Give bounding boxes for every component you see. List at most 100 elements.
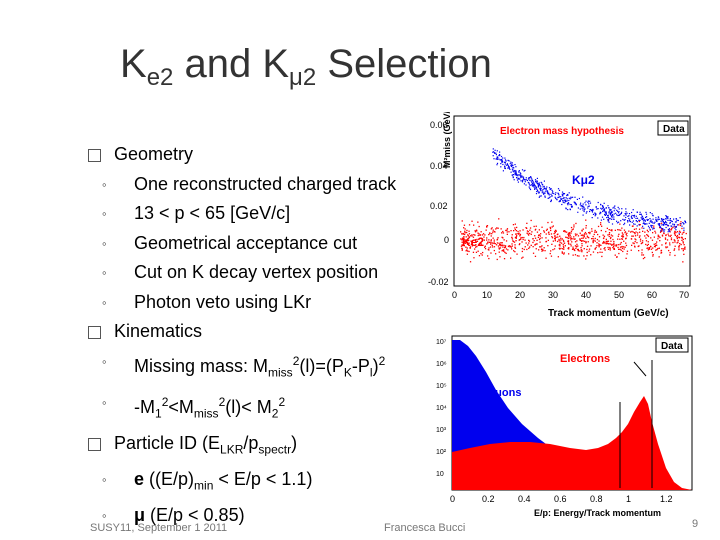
scatter-point-ke2	[526, 248, 528, 251]
scatter-point-ke2	[679, 243, 681, 245]
scatter-point-ke2	[633, 232, 636, 234]
scatter-point-kmu2	[671, 220, 673, 223]
scatter-point-kmu2	[645, 216, 647, 218]
scatter-point-kmu2	[568, 197, 570, 199]
scatter-point-ke2	[496, 227, 498, 229]
scatter-point-kmu2	[675, 226, 677, 228]
scatter-point-ke2	[529, 229, 531, 231]
sub-bullet: ◦ Geometrical acceptance cut	[88, 229, 396, 259]
scatter-point-kmu2	[587, 200, 589, 202]
scatter-point-ke2	[495, 228, 497, 230]
scatter-point-kmu2	[518, 170, 520, 172]
scatter-point-kmu2	[611, 214, 614, 216]
bullet-particle-id: Particle ID (ELKR/pspectr)	[88, 429, 396, 465]
scatter-point-ke2	[552, 225, 554, 227]
scatter-point-kmu2	[530, 176, 532, 178]
scatter-point-kmu2	[541, 192, 543, 194]
scatter-point-ke2	[597, 252, 599, 254]
scatter-point-ke2	[461, 241, 463, 243]
scatter-point-ke2	[488, 241, 491, 243]
scatter-point-kmu2	[616, 214, 618, 216]
scatter-point-ke2	[600, 244, 602, 246]
scatter-point-kmu2	[665, 215, 667, 217]
scatter-point-ke2	[630, 249, 632, 251]
scatter-point-kmu2	[546, 186, 548, 188]
scatter-point-kmu2	[506, 163, 508, 165]
scatter-point-ke2	[569, 234, 571, 236]
scatter-point-ke2	[612, 246, 614, 249]
scatter-point-kmu2	[578, 197, 580, 200]
scatter-point-ke2	[669, 244, 671, 246]
scatter-point-ke2	[590, 254, 592, 256]
y-tick-label: 0.04	[430, 161, 448, 171]
scatter-point-kmu2	[567, 209, 569, 211]
scatter-point-ke2	[681, 236, 683, 238]
scatter-point-ke2	[567, 241, 570, 243]
scatter-point-ke2	[647, 243, 649, 246]
scatter-point-ke2	[653, 227, 655, 229]
scatter-point-ke2	[560, 242, 563, 244]
scatter-point-kmu2	[674, 227, 676, 229]
scatter-point-ke2	[476, 230, 478, 232]
scatter-point-kmu2	[502, 170, 504, 172]
scatter-point-kmu2	[643, 227, 645, 229]
scatter-point-kmu2	[631, 211, 633, 214]
scatter-point-ke2	[631, 230, 633, 233]
scatter-point-ke2	[469, 247, 471, 249]
scatter-point-ke2	[633, 228, 636, 230]
scatter-point-kmu2	[580, 205, 582, 207]
scatter-point-ke2	[586, 235, 588, 237]
scatter-point-kmu2	[504, 159, 507, 161]
scatter-point-ke2	[468, 250, 470, 253]
scatter-point-ke2	[466, 239, 468, 241]
scatter-point-ke2	[683, 244, 685, 246]
scatter-point-ke2	[614, 229, 616, 231]
scatter-point-ke2	[632, 225, 634, 227]
scatter-point-ke2	[621, 238, 623, 240]
scatter-point-ke2	[560, 239, 562, 241]
scatter-point-ke2	[476, 245, 478, 248]
scatter-point-kmu2	[607, 205, 609, 207]
scatter-point-ke2	[463, 236, 465, 238]
scatter-point-kmu2	[496, 158, 498, 160]
electrons-histogram	[452, 396, 692, 490]
scatter-point-ke2	[657, 247, 659, 250]
scatter-point-kmu2	[561, 203, 563, 206]
scatter-point-ke2	[642, 230, 644, 232]
scatter-point-ke2	[621, 247, 624, 250]
scatter-point-ke2	[486, 237, 488, 239]
scatter-point-ke2	[558, 247, 560, 249]
scatter-point-kmu2	[581, 204, 583, 207]
scatter-point-ke2	[682, 242, 684, 244]
scatter-point-kmu2	[595, 206, 597, 208]
scatter-point-kmu2	[531, 178, 533, 180]
scatter-point-kmu2	[642, 217, 644, 219]
scatter-point-kmu2	[608, 218, 610, 220]
scatter-point-kmu2	[508, 167, 510, 169]
plot-frame	[453, 115, 691, 287]
scatter-point-kmu2	[633, 214, 636, 216]
scatter-point-kmu2	[563, 200, 565, 202]
scatter-point-kmu2	[513, 179, 515, 181]
scatter-point-ke2	[571, 248, 574, 250]
scatter-point-ke2	[625, 242, 627, 244]
scatter-point-ke2	[682, 261, 684, 263]
scatter-point-ke2	[472, 236, 475, 238]
scatter-point-ke2	[471, 234, 473, 236]
scatter-point-kmu2	[545, 191, 547, 193]
scatter-point-ke2	[598, 243, 600, 245]
scatter-point-ke2	[598, 246, 600, 248]
scatter-point-ke2	[592, 241, 594, 243]
scatter-point-ke2	[549, 227, 552, 230]
scatter-point-ke2	[493, 246, 496, 248]
scatter-point-kmu2	[558, 189, 561, 191]
scatter-point-ke2	[665, 234, 667, 237]
scatter-point-ke2	[586, 255, 588, 257]
scatter-point-ke2	[676, 237, 678, 240]
bullet-kinematics: Kinematics	[88, 317, 396, 347]
scatter-point-kmu2	[520, 180, 522, 182]
y-axis-label: M²miss (GeV/c²)²	[442, 112, 452, 168]
scatter-point-kmu2	[495, 152, 497, 154]
scatter-point-kmu2	[605, 212, 607, 215]
scatter-point-kmu2	[548, 194, 550, 196]
